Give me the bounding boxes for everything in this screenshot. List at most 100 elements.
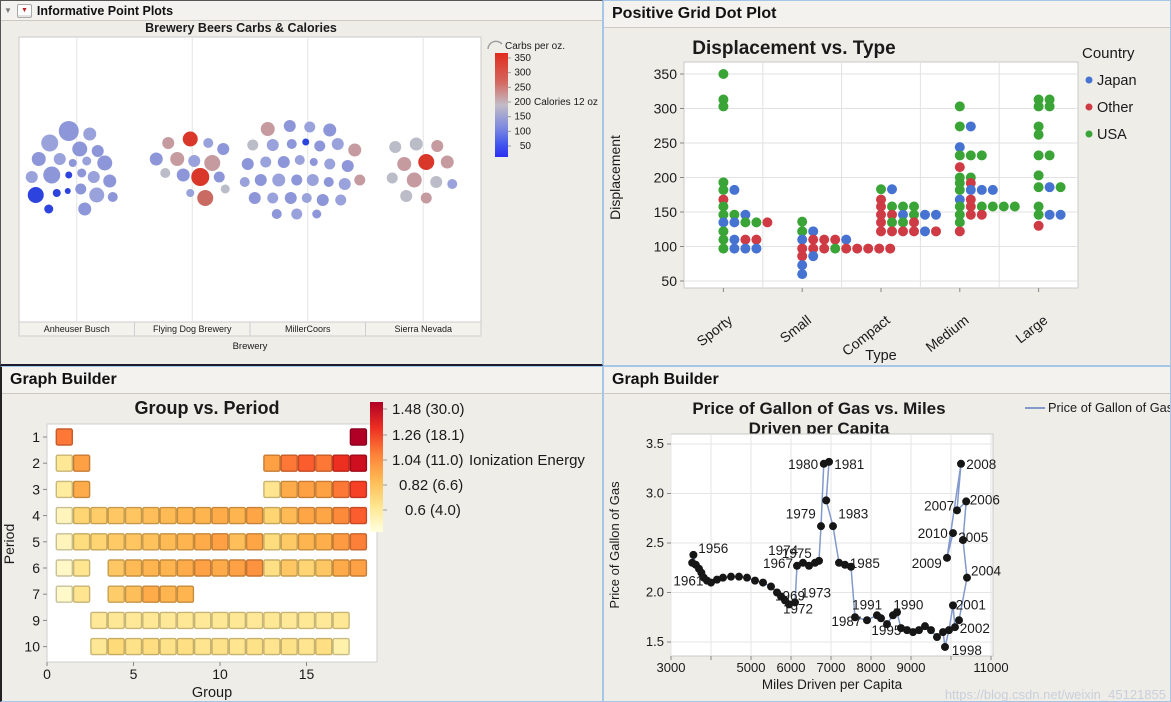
gas-y-tick: 3.5 — [646, 436, 664, 451]
brewery-category-label: MillerCoors — [285, 324, 331, 334]
panel-positive-grid-dot-plot: Positive Grid Dot Plot Displacement vs. … — [603, 0, 1171, 366]
disclosure-triangle-icon[interactable]: ▼ — [4, 5, 12, 15]
gas-x-tick: 7000 — [817, 660, 846, 675]
year-label: 1998 — [952, 643, 982, 658]
red-menu-icon[interactable]: ▼ — [16, 3, 32, 18]
ionization-energy-label: Ionization Energy — [469, 452, 585, 469]
carbs-legend-tick: 100 — [514, 126, 531, 137]
legend-dot-usa — [1085, 130, 1093, 138]
heatmap-x-tick: 0 — [43, 666, 51, 682]
heat-legend-label: 0.82 (6.6) — [399, 477, 463, 494]
heatmap-row-label: 2 — [32, 455, 40, 471]
year-label: 1981 — [834, 457, 864, 472]
year-label: 1991 — [852, 597, 882, 612]
dot-plot-y-tick: 350 — [654, 66, 678, 82]
year-label: 2005 — [958, 530, 988, 545]
year-label: 2004 — [971, 564, 1002, 579]
year-label: 1980 — [788, 457, 818, 472]
dot-plot-panel-header: Positive Grid Dot Plot — [604, 1, 1170, 28]
carbs-legend-tick: 350 — [514, 53, 531, 64]
dot-plot-x-axis-label: Type — [865, 348, 896, 364]
heatmap-row-label: 6 — [32, 560, 40, 576]
gas-y-tick: 1.5 — [646, 634, 664, 649]
heatmap-panel-header: Graph Builder — [2, 367, 602, 394]
dot-plot-x-tick: Large — [1012, 312, 1050, 347]
dot-plot-y-tick: 50 — [661, 273, 677, 289]
carbs-legend-tick: 50 — [520, 141, 532, 152]
carbs-legend-tick: 250 — [514, 82, 531, 93]
informative-panel-title: Informative Point Plots — [36, 3, 174, 18]
heatmap-title: Group vs. Period — [134, 398, 279, 418]
heatmap-row-label: 10 — [24, 639, 40, 655]
year-label: 2007 — [924, 498, 954, 513]
year-label: 1985 — [850, 556, 880, 571]
year-label: 1987 — [831, 614, 861, 629]
heat-legend-label: 1.26 (18.1) — [392, 427, 465, 444]
gas-x-tick: 6000 — [777, 660, 806, 675]
carbs-legend-title: Carbs per oz. — [505, 41, 565, 52]
dot-plot-y-tick: 250 — [654, 135, 678, 151]
year-label: 1956 — [698, 541, 728, 556]
heatmap-panel-title: Graph Builder — [10, 371, 117, 388]
watermark-text: https://blog.csdn.net/weixin_45121855 — [945, 687, 1166, 702]
year-label: 1967 — [763, 556, 793, 571]
gas-legend-label: Price of Gallon of Gas — [1048, 400, 1170, 415]
gas-x-tick: 3000 — [657, 660, 686, 675]
gas-x-tick: 5000 — [737, 660, 766, 675]
panel-graph-builder-gas: Graph Builder Price of Gallon of Gas vs.… — [603, 366, 1171, 702]
brewery-chart-title: Brewery Beers Carbs & Calories — [145, 21, 337, 35]
heatmap-row-label: 9 — [32, 612, 40, 628]
year-label: 2002 — [960, 621, 990, 636]
bubble-cluster-4 — [386, 137, 458, 204]
dot-plot-y-tick: 100 — [654, 239, 678, 255]
panel-informative-point-plots: ▼ ▼ Informative Point Plots Brewery Beer… — [0, 0, 603, 366]
dot-plot-area — [683, 61, 1079, 289]
heat-legend-label: 1.48 (30.0) — [392, 401, 465, 418]
heatmap-x-axis-label: Group — [192, 685, 232, 701]
gas-x-tick: 11000 — [973, 660, 1008, 675]
legend-dot-japan — [1085, 76, 1093, 84]
dot-plot-y-axis-label: Displacement — [607, 135, 623, 220]
heatmap-x-tick: 10 — [212, 666, 228, 682]
year-label: 2006 — [970, 492, 1000, 507]
brewery-category-label: Flying Dog Brewery — [153, 324, 232, 334]
dot-plot-x-tick: Small — [777, 312, 814, 346]
country-legend-item: Other — [1097, 100, 1133, 116]
gas-title-line1: Price of Gallon of Gas vs. Miles — [692, 399, 945, 418]
legend-dot-other — [1085, 103, 1093, 111]
country-legend-title: Country — [1082, 45, 1135, 62]
gas-y-tick: 2.5 — [646, 535, 664, 550]
year-label: 1974 — [768, 543, 799, 558]
brewery-category-label: Sierra Nevada — [394, 324, 452, 334]
year-label: 1979 — [786, 506, 816, 521]
heatmap-x-tick: 15 — [299, 666, 315, 682]
gas-plot-area — [670, 433, 994, 657]
brewery-category-label: Anheuser Busch — [44, 324, 110, 334]
panel-graph-builder-heatmap: Graph Builder Group vs. Period 1 2 3 4 5 6 7 9 10… — [0, 366, 603, 702]
dot-plot-x-tick: Sporty — [694, 312, 736, 350]
year-label: 1973 — [801, 586, 831, 601]
year-label: 2009 — [912, 556, 942, 571]
carbs-legend-tick: 300 — [514, 68, 531, 79]
gas-data-points — [688, 457, 971, 651]
country-legend-item: Japan — [1097, 73, 1137, 89]
heatmap-cells — [55, 428, 368, 656]
dot-plot-y-tick: 200 — [654, 170, 678, 186]
heatmap-row-label: 5 — [32, 534, 40, 550]
displacement-dot-plot-chart: Displacement vs. Type 50 100 150 200 250 300 35… — [607, 38, 1137, 364]
year-label: 1975 — [782, 546, 812, 561]
heat-gradient-bar — [370, 402, 383, 532]
heatmap-row-label: 3 — [32, 481, 40, 497]
gas-y-tick: 3.0 — [646, 486, 664, 501]
heat-legend-label: 1.04 (11.0) — [392, 452, 463, 469]
gas-y-axis-label: Price of Gallon of Gas — [607, 481, 622, 609]
year-label: 1969 — [775, 588, 805, 603]
heatmap-x-tick: 5 — [130, 666, 138, 682]
gas-y-tick: 2.0 — [646, 585, 664, 600]
bubble-cluster-2 — [149, 131, 230, 206]
gas-panel-title: Graph Builder — [612, 371, 719, 388]
year-label: 2010 — [918, 526, 948, 541]
heatmap-row-label: 1 — [32, 429, 40, 445]
